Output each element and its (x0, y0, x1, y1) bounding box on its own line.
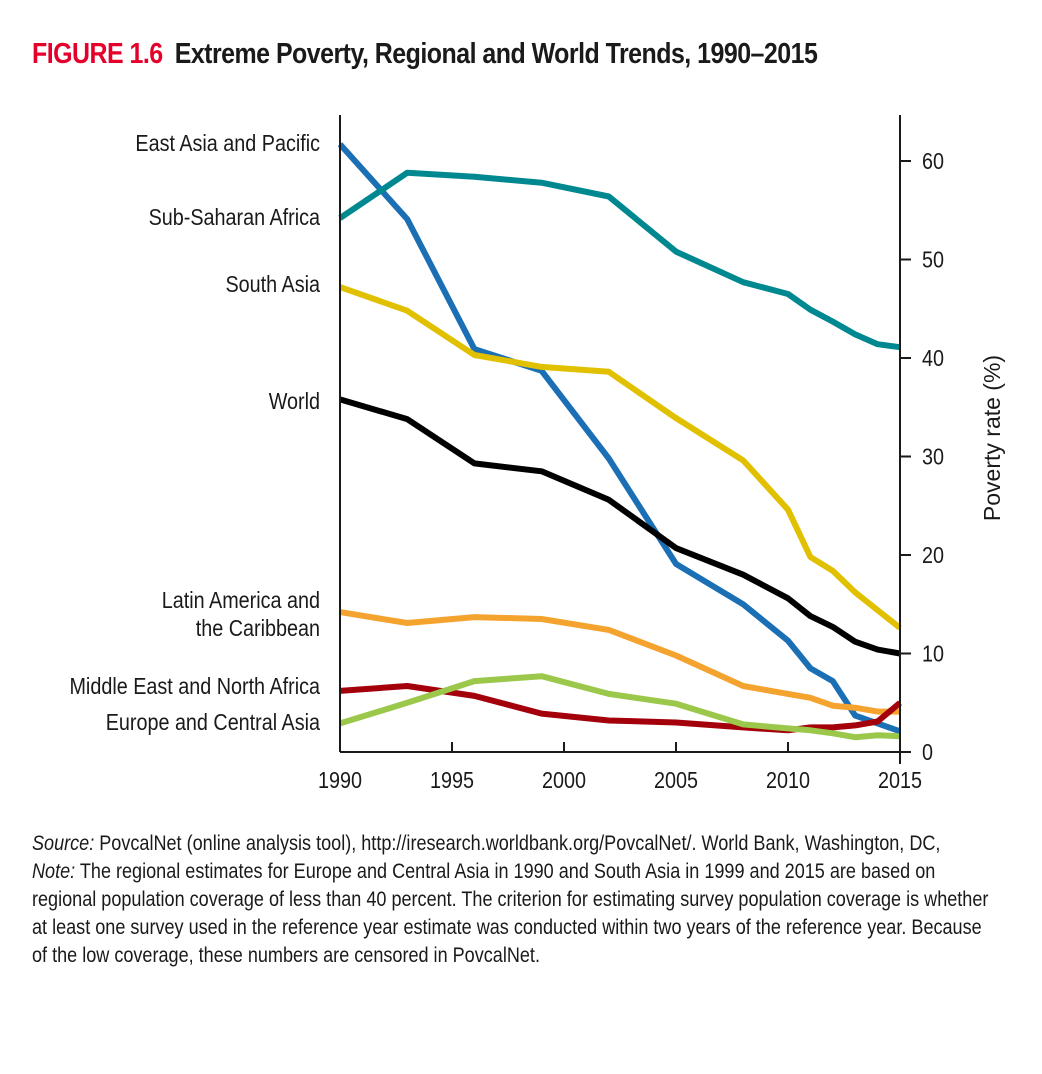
series-label: the Caribbean (196, 616, 320, 642)
x-tick-label: 1995 (430, 768, 474, 794)
y-tick-label: 50 (922, 247, 944, 273)
x-tick-label: 2010 (766, 768, 810, 794)
y-tick-label: 20 (922, 543, 944, 569)
y-tick-label: 40 (922, 346, 944, 372)
series-line-europe-and-central-asia (339, 673, 901, 741)
y-tick-label: 10 (922, 641, 944, 667)
source-text: PovcalNet (online analysis tool), http:/… (94, 832, 941, 855)
note: Note: The regional estimates for Europe … (32, 858, 991, 970)
x-tick-label: 2000 (542, 768, 586, 794)
figure-title-text: Extreme Poverty, Regional and World Tren… (174, 38, 818, 70)
series-line-latin-america-and-the-caribbean (339, 609, 900, 715)
series-label: East Asia and Pacific (135, 131, 320, 157)
poverty-line-chart: 1990 1995 2000 2005 2010 2015 0 10 20 30 40 50 60 E… (69, 115, 1005, 793)
series-label: Middle East and North Africa (69, 674, 320, 700)
series-label: Europe and Central Asia (106, 710, 320, 736)
source-label: Source: (32, 832, 95, 855)
series-line-east-asia-and-pacific (337, 142, 901, 735)
y-tick-label: 0 (922, 740, 933, 766)
series-label: Latin America and (162, 588, 320, 614)
series-line-sub-saharan-africa (338, 169, 901, 351)
y-ticks: 0 10 20 30 40 50 60 (900, 149, 944, 766)
figure-title: FIGURE 1.6 Extreme Poverty, Regional and … (32, 38, 818, 71)
series-label: Sub-Saharan Africa (149, 205, 320, 231)
series-label: South Asia (225, 272, 320, 298)
y-tick-label: 60 (922, 149, 944, 175)
source-note: Source: PovcalNet (online analysis tool)… (32, 830, 991, 858)
x-tick-label: 1990 (318, 768, 362, 794)
series-layer (337, 142, 902, 741)
series-line-south-asia (339, 284, 902, 631)
y-axis-label: Poverty rate (%) (979, 355, 1005, 521)
series-labels: East Asia and Pacific Sub-Saharan Africa S… (69, 131, 320, 736)
note-label: Note: (32, 860, 76, 883)
figure-label: FIGURE 1.6 (32, 38, 163, 70)
y-tick-label: 30 (922, 444, 944, 470)
figure-footer: Source: PovcalNet (online analysis tool)… (32, 830, 991, 970)
x-tick-label: 2005 (654, 768, 698, 794)
note-text: The regional estimates for Europe and Ce… (32, 860, 989, 967)
x-tick-label: 2015 (878, 768, 922, 794)
series-line-world (339, 396, 901, 657)
series-label: World (269, 389, 320, 415)
x-ticks: 1990 1995 2000 2005 2010 2015 (318, 742, 922, 793)
